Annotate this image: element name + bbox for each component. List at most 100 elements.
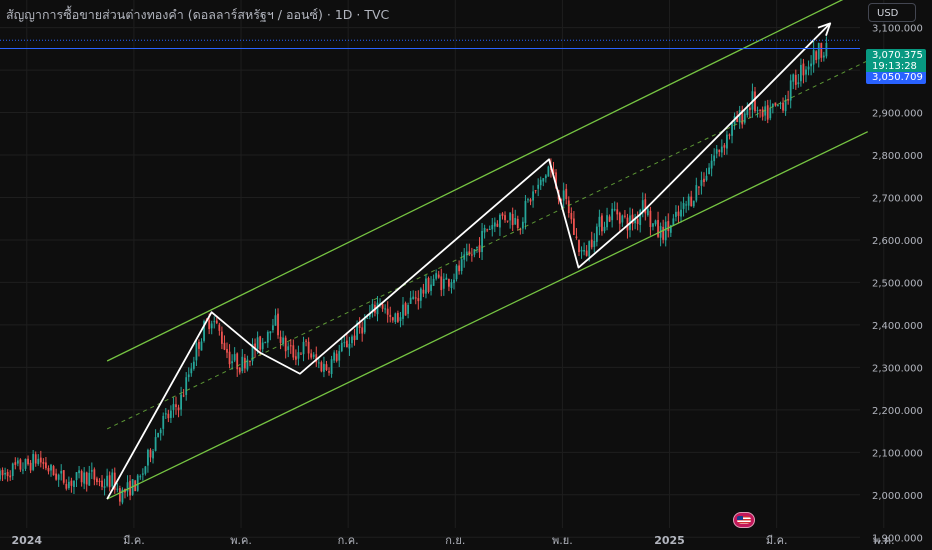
candle-body: [358, 322, 361, 328]
candle-body: [108, 475, 111, 488]
candle-body: [269, 331, 272, 334]
candle-body: [825, 42, 828, 57]
candle-body: [631, 214, 634, 224]
candle-body: [218, 324, 221, 331]
candle-body: [389, 314, 392, 317]
candle-body: [442, 278, 445, 289]
candle-body: [330, 359, 333, 375]
time-tick-label: มี.ค.: [123, 534, 145, 547]
candle-body: [455, 265, 458, 280]
candle-body: [208, 320, 211, 330]
candle-body: [42, 462, 45, 464]
candle-body: [779, 103, 782, 105]
candle-body: [677, 211, 680, 216]
candle-body: [80, 471, 83, 483]
candle-body: [723, 145, 726, 148]
zigzag-path[interactable]: [106, 22, 832, 500]
candle-body: [672, 218, 675, 226]
candle-body: [667, 221, 670, 232]
candle-body: [182, 395, 185, 397]
candle-body: [226, 349, 228, 353]
arrowhead: [817, 22, 832, 36]
candle-body: [386, 308, 389, 315]
candle-body: [601, 215, 603, 232]
candle-body: [152, 451, 154, 459]
candle-body: [215, 320, 218, 324]
candle-body: [590, 239, 593, 248]
candle-body: [646, 209, 649, 216]
candle-body: [414, 297, 417, 299]
candle-body: [317, 362, 320, 364]
candle-body: [572, 218, 575, 235]
candle-body: [822, 55, 825, 58]
candle-body: [774, 102, 777, 106]
price-tick-label: 2,900.000: [872, 109, 923, 120]
candle-body: [47, 467, 50, 472]
candle-body: [425, 278, 427, 294]
candle-body: [675, 211, 677, 217]
candle-body: [147, 449, 149, 466]
candle-body: [506, 220, 509, 222]
candle-body: [491, 224, 494, 230]
candle-body: [741, 110, 744, 125]
candle-body: [641, 200, 644, 212]
candle-body: [616, 209, 619, 215]
candle-body: [608, 216, 611, 222]
trend-channel[interactable]: [106, 0, 869, 500]
us-flag-icon[interactable]: [733, 512, 755, 528]
candle-body: [598, 216, 601, 227]
candle-body: [106, 475, 109, 486]
candle-body: [167, 413, 170, 419]
candle-body: [639, 210, 642, 225]
candle-body: [483, 227, 486, 233]
time-axis[interactable]: 2024 มี.ค. พ.ค. ก.ค. ก.ย. พ.ย. 2025 มี.ค. พ.ค.: [11, 534, 894, 547]
candle-body: [190, 368, 193, 374]
candle-body: [621, 215, 624, 223]
candle-body: [728, 134, 731, 136]
candle-body: [292, 345, 295, 358]
candle-body: [103, 486, 106, 488]
channel-middle-line: [106, 60, 868, 430]
candle-body: [544, 175, 547, 179]
candle-body: [249, 361, 251, 363]
time-tick-label: ก.ย.: [445, 534, 465, 547]
price-axis[interactable]: 1,900.000 2,000.000 2,100.000 2,200.000 2,30…: [872, 24, 923, 545]
candle-body: [284, 337, 287, 352]
candle-body: [302, 341, 305, 355]
candle-body: [493, 222, 496, 227]
price-tick-label: 3,100.000: [872, 24, 923, 35]
price-line-tag: 3,050.709: [866, 72, 926, 84]
candlestick-series: [0, 36, 828, 506]
candle-body: [4, 473, 7, 475]
candle-body: [634, 219, 637, 224]
candle-body: [9, 475, 12, 478]
candle-body: [78, 470, 80, 474]
candle-body: [687, 196, 690, 206]
candle-body: [713, 155, 716, 162]
candle-body: [187, 374, 190, 378]
candle-body: [567, 200, 570, 214]
candle-body: [22, 469, 24, 471]
candle-body: [113, 472, 116, 490]
candle-body: [200, 341, 203, 351]
candle-body: [195, 343, 198, 361]
candle-body: [73, 480, 75, 487]
candle-body: [603, 226, 606, 232]
candle-body: [539, 179, 542, 186]
candle-body: [19, 459, 22, 470]
candle-body: [65, 484, 68, 489]
candle-body: [488, 228, 491, 230]
candle-body: [34, 454, 37, 464]
candle-body: [764, 106, 767, 116]
candle-body: [256, 337, 259, 349]
candle-body: [29, 462, 32, 471]
candle-body: [486, 229, 489, 231]
time-tick-label: ก.ค.: [338, 534, 359, 547]
currency-selector[interactable]: USD: [868, 3, 916, 22]
candle-body: [777, 104, 779, 106]
candle-body: [172, 404, 175, 410]
candle-body: [789, 80, 792, 101]
candle-body: [24, 458, 27, 469]
candle-body: [524, 200, 527, 224]
